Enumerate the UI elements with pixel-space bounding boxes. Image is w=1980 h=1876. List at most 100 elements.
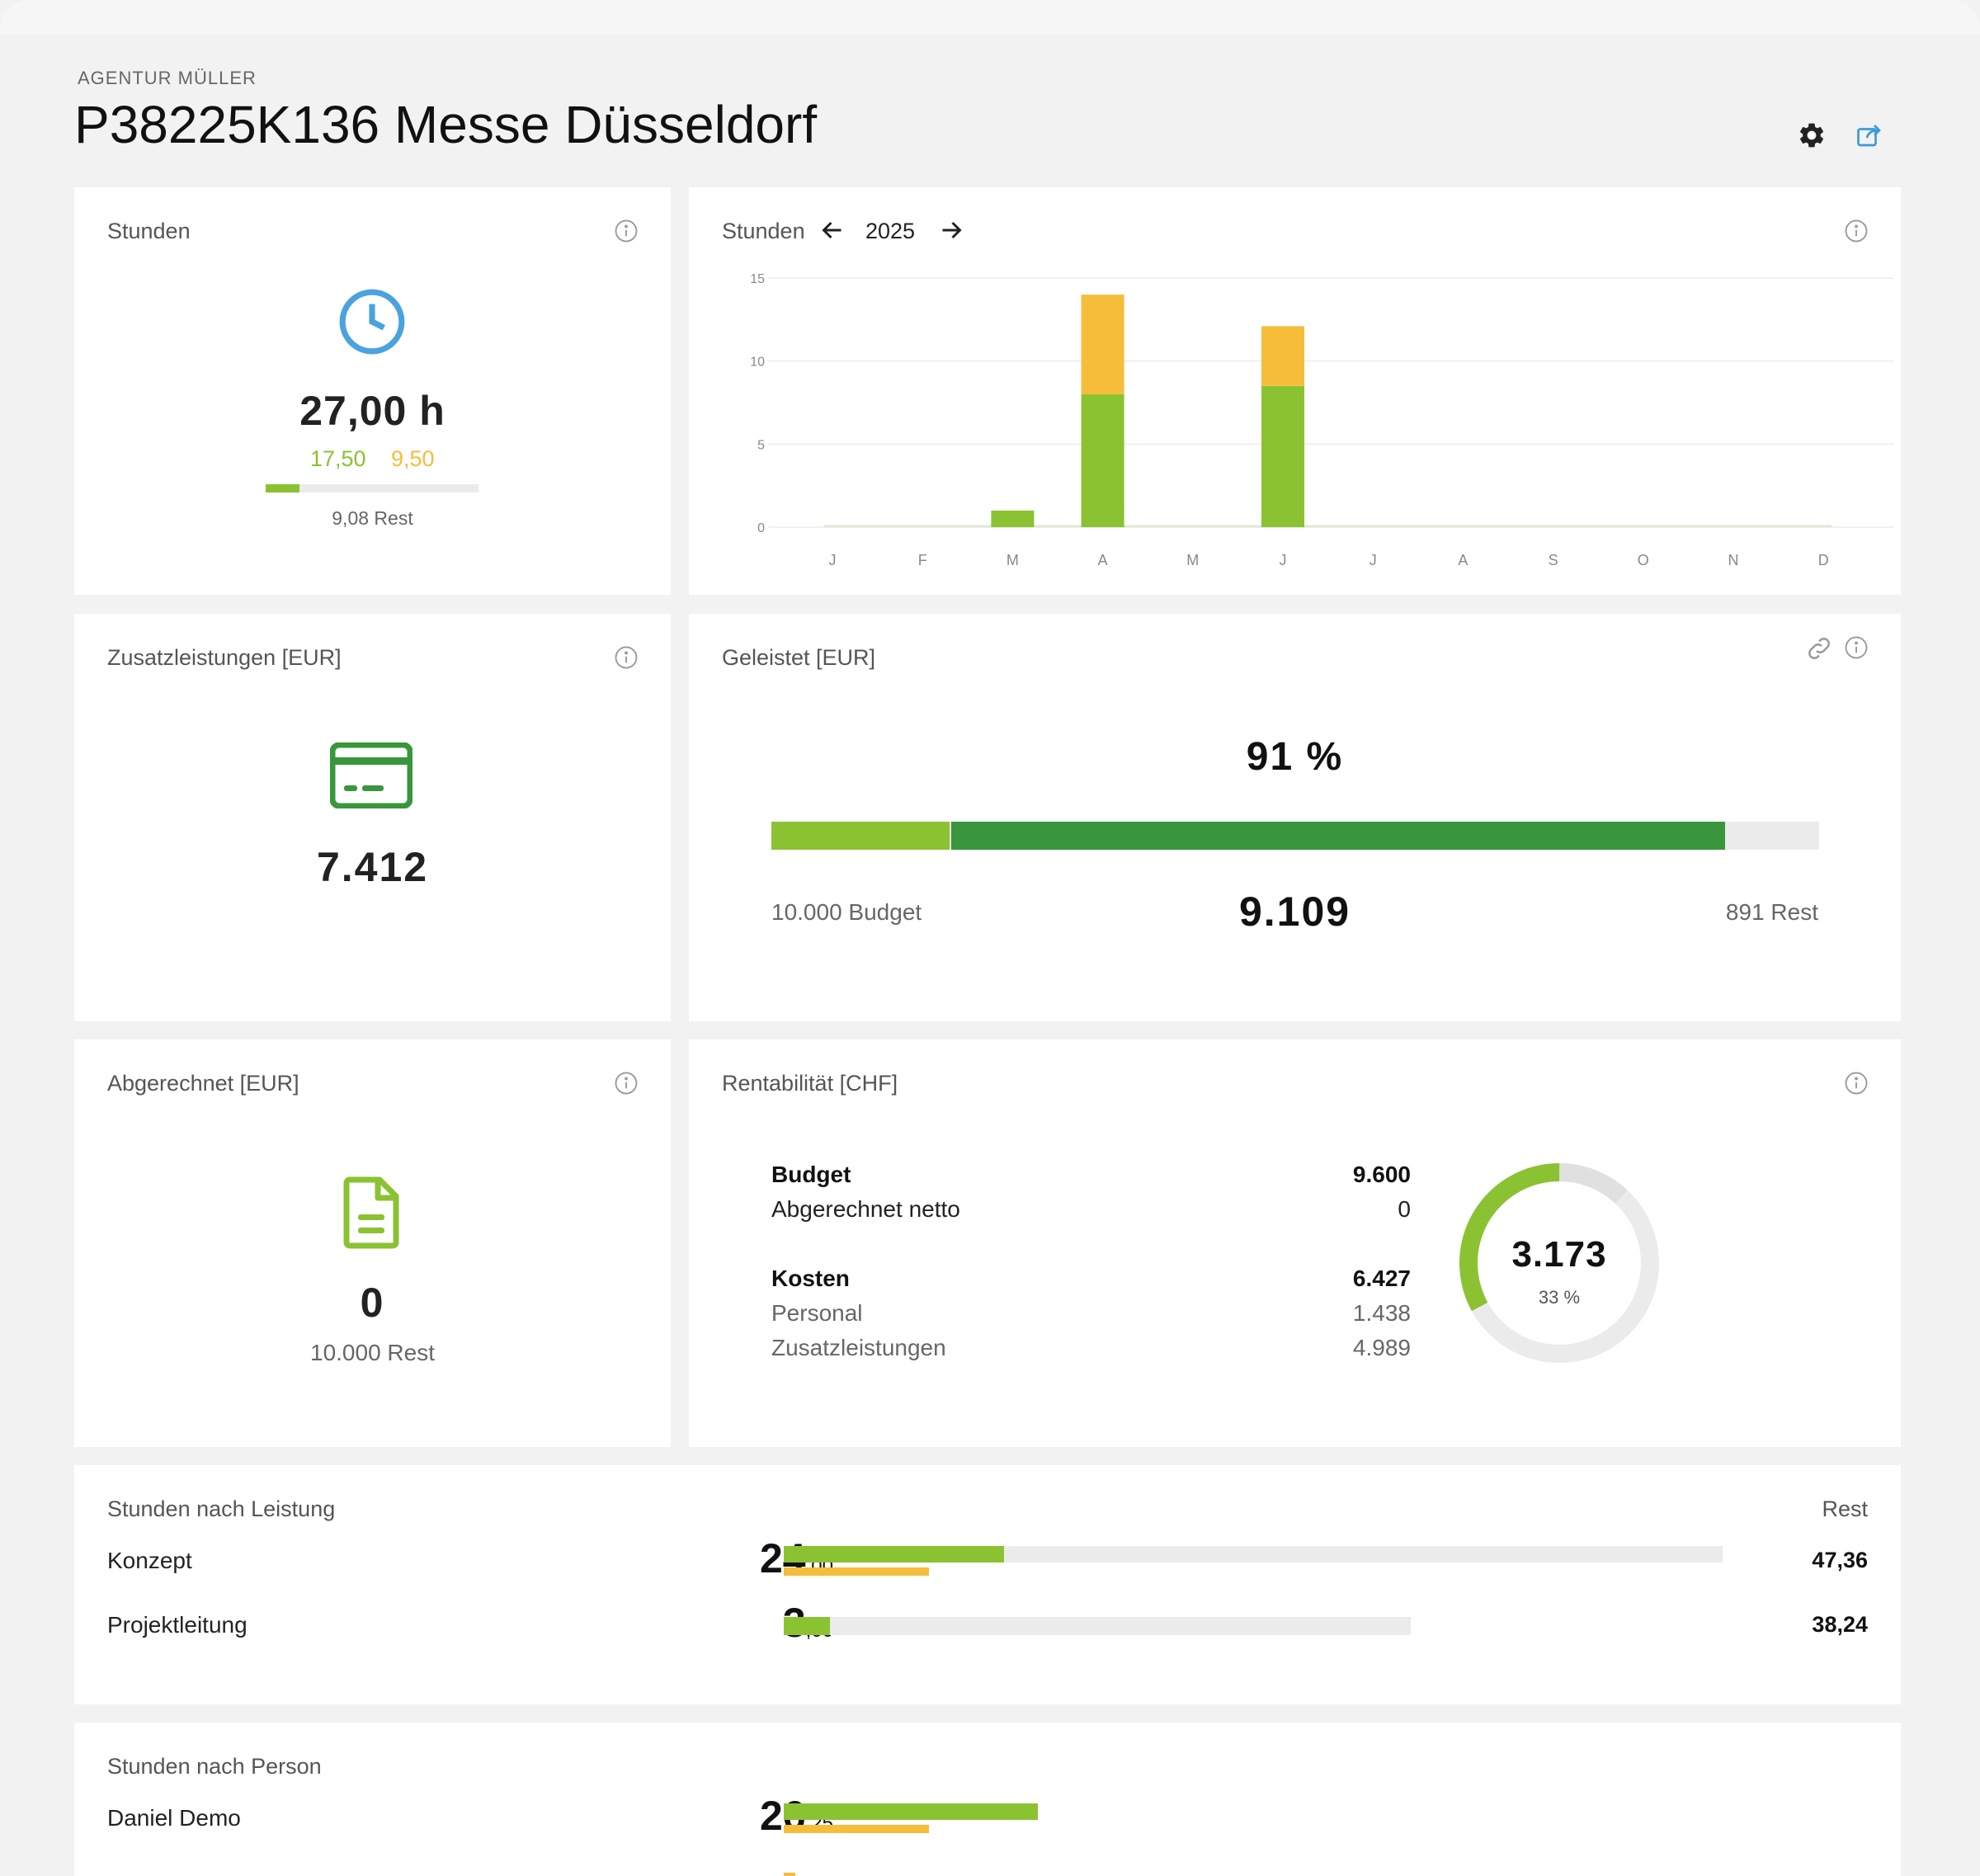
hours-bar-chart: 0 5 10 15 J F M A M J J A S O N D xyxy=(750,272,1893,568)
info-icon[interactable] xyxy=(614,219,639,243)
profit-row-label: Kosten xyxy=(771,1266,850,1291)
profit-row-value: 6.427 xyxy=(1352,1266,1411,1291)
chart-y-tick-label: 0 xyxy=(757,521,765,535)
hours-green-value: 17,50 xyxy=(310,446,366,471)
hours-by-person-card: Stunden nach Person Daniel Demo 26,25 xyxy=(74,1723,1901,1876)
chart-x-tick-label: M xyxy=(1186,552,1199,568)
chart-x-tick-label: S xyxy=(1549,552,1558,568)
arrow-right-icon[interactable] xyxy=(936,215,966,245)
profit-row-label: Abgerechnet netto xyxy=(771,1196,960,1222)
hours-by-person-title: Stunden nach Person xyxy=(107,1754,322,1779)
document-icon xyxy=(343,1176,401,1249)
profit-row-value: 4.989 xyxy=(1352,1335,1411,1360)
profit-row-label: Zusatzleistungen xyxy=(771,1335,946,1360)
service-bar-green xyxy=(784,1546,1004,1563)
chart-bar-yellow xyxy=(1261,326,1304,386)
performed-card: Geleistet [EUR] 91 % 10.000 Budget 9.109… xyxy=(689,614,1901,1021)
performed-bar-segment-light xyxy=(771,822,950,850)
person-name: Daniel Demo xyxy=(107,1805,241,1831)
info-icon[interactable] xyxy=(1844,635,1869,660)
link-icon[interactable] xyxy=(1804,634,1834,663)
service-bar-track xyxy=(784,1617,1411,1635)
performed-card-title: Geleistet [EUR] xyxy=(722,645,876,670)
hours-progress-fill xyxy=(266,484,300,493)
page-title: P38225K136 Messe Düsseldorf xyxy=(74,95,818,154)
billed-card: Abgerechnet [EUR] 0 10.000 Rest xyxy=(74,1039,671,1447)
profit-row-label: Budget xyxy=(771,1162,851,1187)
hours-card-title: Stunden xyxy=(107,219,191,243)
hours-by-service-card: Stunden nach Leistung Rest Konzept 24,00… xyxy=(74,1465,1901,1704)
person-bar-green xyxy=(784,1803,1038,1820)
info-icon[interactable] xyxy=(614,1071,639,1096)
chart-x-tick-label: A xyxy=(1458,552,1468,568)
chart-y-tick-label: 15 xyxy=(750,272,765,286)
hours-total: 27,00 h xyxy=(299,388,446,434)
profit-card-title: Rentabilität [CHF] xyxy=(722,1071,898,1096)
chart-bar-green xyxy=(1081,394,1124,527)
profit-row-value: 1.438 xyxy=(1352,1300,1411,1326)
hours-card: Stunden 27,00 h 17,50 9,50 9,08 Rest xyxy=(74,187,671,595)
hours-yellow-value: 9,50 xyxy=(391,446,435,471)
chart-y-tick-label: 5 xyxy=(757,438,765,452)
chart-x-tick-label: N xyxy=(1728,552,1739,568)
person-bar-yellow xyxy=(784,1825,929,1833)
billed-value: 0 xyxy=(360,1280,385,1326)
performed-rest: 891 Rest xyxy=(1725,899,1818,925)
billed-rest: 10.000 Rest xyxy=(310,1340,435,1365)
person-bar-yellow-partial xyxy=(784,1873,795,1876)
hours-chart-card: Stunden 2025 0 5 10 15 J F M A M J J A S O N D xyxy=(689,187,1901,595)
hours-progress-track xyxy=(266,484,478,493)
chart-x-tick-label: J xyxy=(1370,552,1377,568)
top-strip xyxy=(0,0,1980,35)
hours-rest: 9,08 Rest xyxy=(332,507,413,529)
chart-bar-green xyxy=(991,510,1035,527)
performed-bar-segment-dark xyxy=(950,822,1725,850)
performed-value: 9.109 xyxy=(1238,889,1351,935)
chart-y-tick-label: 10 xyxy=(750,356,765,370)
chart-x-tick-label: D xyxy=(1818,552,1829,568)
profit-row-value: 0 xyxy=(1398,1196,1411,1222)
service-name: Konzept xyxy=(107,1548,192,1573)
service-bar-green xyxy=(784,1617,830,1635)
rest-header: Rest xyxy=(1822,1497,1868,1521)
profit-donut-value: 3.173 xyxy=(1511,1234,1607,1275)
year-label: 2025 xyxy=(865,219,916,243)
clock-icon xyxy=(337,286,408,357)
chart-x-tick-label: M xyxy=(1006,552,1019,568)
chart-x-tick-label: O xyxy=(1638,552,1649,568)
billed-card-title: Abgerechnet [EUR] xyxy=(107,1071,299,1096)
profit-card: Rentabilität [CHF] Budget 9.600 Abgerech… xyxy=(689,1039,1901,1447)
gear-icon[interactable] xyxy=(1797,120,1827,150)
hours-chart-title: Stunden xyxy=(722,219,805,243)
client-name: AGENTUR MÜLLER xyxy=(78,68,257,88)
profit-row-value: 9.600 xyxy=(1352,1162,1411,1187)
service-bar-yellow xyxy=(784,1567,929,1576)
chart-x-tick-label: J xyxy=(829,552,837,568)
hours-by-service-title: Stunden nach Leistung xyxy=(107,1497,336,1521)
performed-budget: 10.000 Budget xyxy=(771,899,922,925)
service-name: Projektleitung xyxy=(107,1612,248,1638)
chart-x-tick-label: A xyxy=(1098,552,1108,568)
share-icon[interactable] xyxy=(1855,120,1884,150)
chart-bar-yellow xyxy=(1081,295,1124,394)
chart-x-tick-label: F xyxy=(918,552,927,568)
info-icon[interactable] xyxy=(614,645,639,670)
service-bar-track xyxy=(784,1546,1723,1563)
profit-donut xyxy=(1459,1163,1659,1363)
extras-value: 7.412 xyxy=(316,844,429,890)
performed-percent: 91 % xyxy=(1246,735,1344,779)
chart-x-tick-label: J xyxy=(1280,552,1287,568)
info-icon[interactable] xyxy=(1844,1071,1869,1096)
chart-bar-green xyxy=(1261,385,1304,527)
credit-card-icon xyxy=(329,742,413,809)
profit-row-label: Personal xyxy=(771,1300,863,1326)
extras-card: Zusatzleistungen [EUR] 7.412 xyxy=(74,614,671,1021)
extras-card-title: Zusatzleistungen [EUR] xyxy=(107,645,342,670)
service-rest: 47,36 xyxy=(1812,1548,1868,1572)
service-rest: 38,24 xyxy=(1812,1612,1868,1637)
performed-bar-track xyxy=(771,822,1819,850)
info-icon[interactable] xyxy=(1844,219,1869,243)
arrow-left-icon[interactable] xyxy=(818,215,847,245)
profit-donut-percent: 33 % xyxy=(1538,1287,1581,1308)
